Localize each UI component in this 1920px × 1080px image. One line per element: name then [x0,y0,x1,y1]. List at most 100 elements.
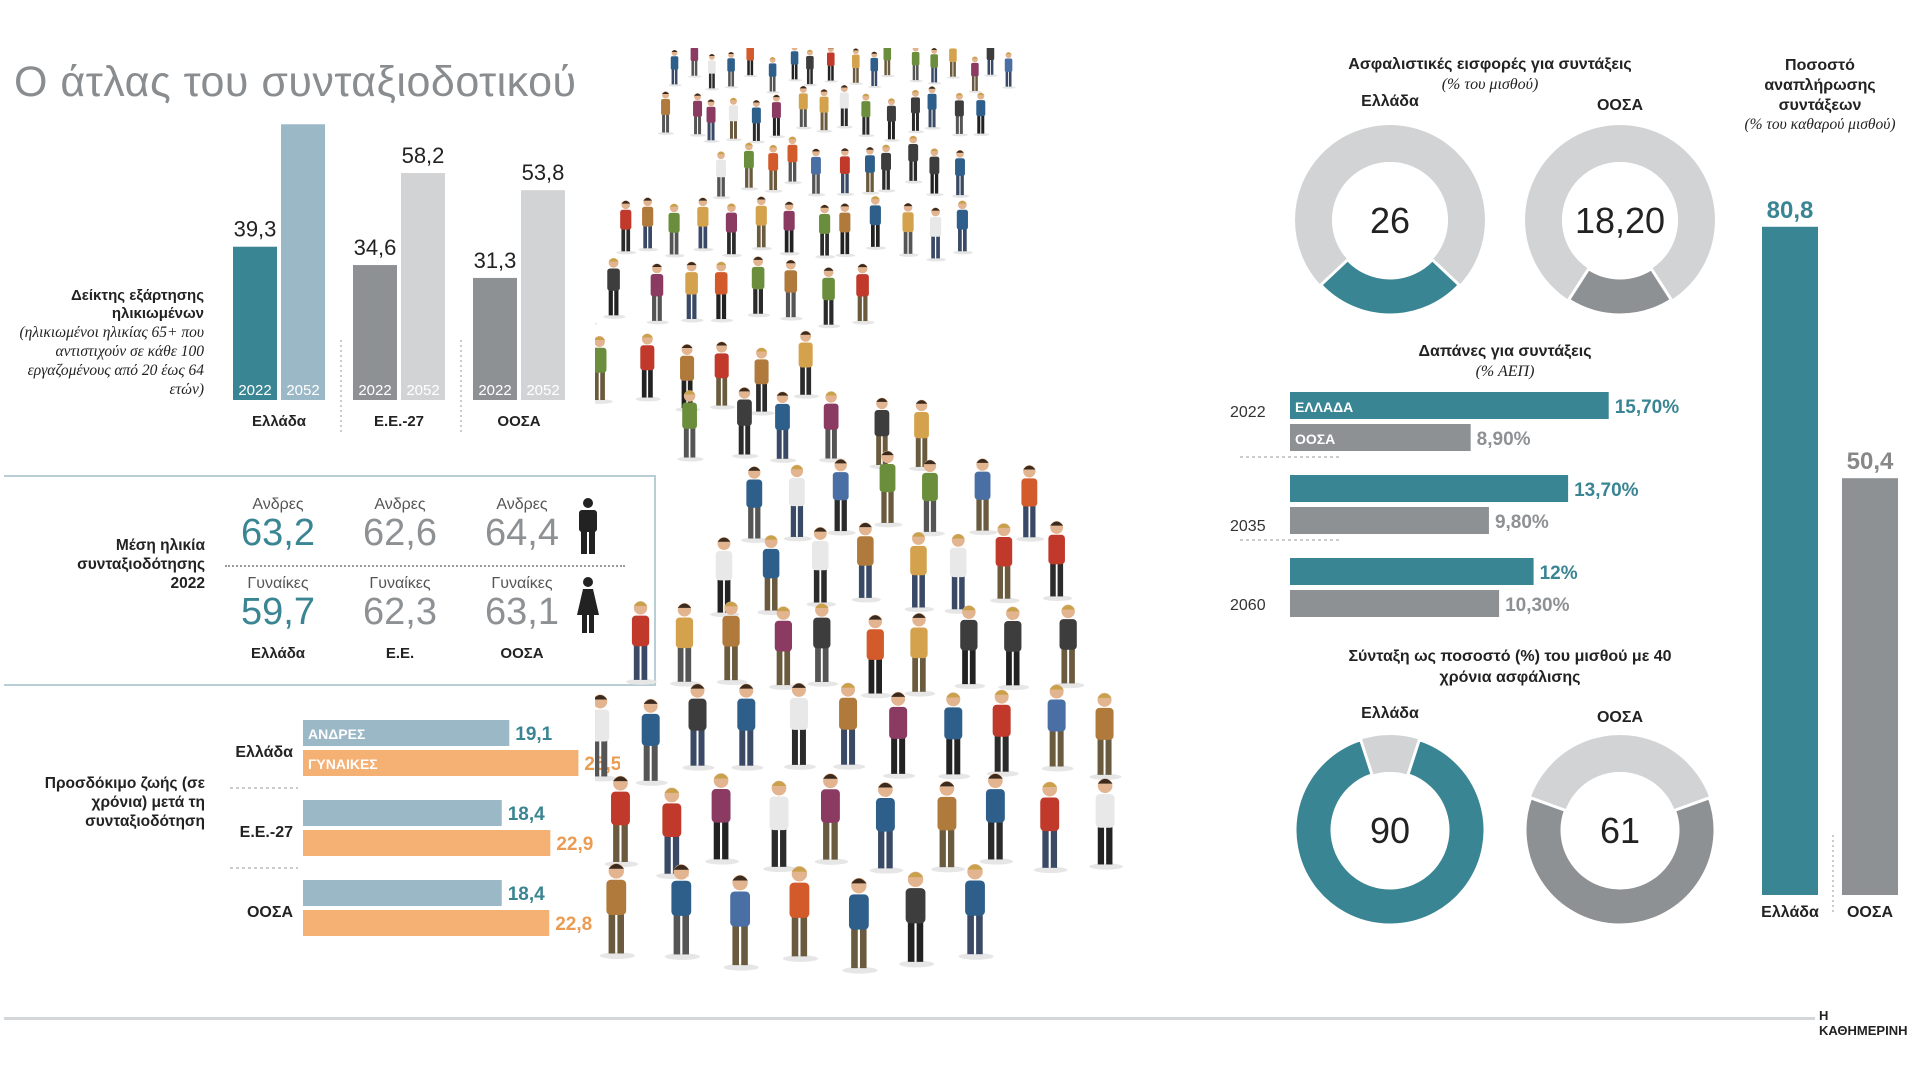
person-leg [657,294,662,321]
person-leg [822,645,829,682]
person-leg [975,75,978,91]
person-shadow [953,250,973,255]
person-leg [930,172,934,194]
person-shadow [724,85,739,89]
person-leg [959,114,963,134]
person-torso [725,212,738,233]
person-leg [915,435,921,467]
person-leg [595,370,599,401]
person-leg [987,58,991,75]
person-hair [716,261,727,266]
crowd-person [909,48,923,83]
pension-donut-hole [1562,772,1678,888]
person-shadow [710,318,734,323]
pension-pct-donuts: Ελλάδα 90 ΟΟΣΑ 61 [1293,705,1717,927]
person-torso [839,156,850,174]
person-shadow [658,131,675,135]
person-shadow [899,960,935,968]
person-torso [728,105,738,122]
person-torso [690,48,699,61]
life-expectancy-bar [303,750,579,776]
person-leg [769,169,773,191]
person-leg [613,822,620,862]
person-torso [820,789,840,823]
person-shadow [725,138,742,142]
life-expectancy-series-label: ΓΥΝΑΙΚΕΣ [308,756,378,772]
person-shadow [705,858,739,865]
person-shadow [867,85,882,89]
person-torso [848,894,869,930]
person-torso [949,547,967,578]
person-hair [852,48,859,51]
person-shadow [603,314,626,319]
page-title: Ο άτλας του συνταξιοδοτικού [14,58,577,106]
person-hair [756,196,766,200]
person-leg [672,833,680,874]
person-leg [600,370,605,401]
person-leg [820,111,824,131]
crowd-person [998,606,1030,691]
person-hair [681,344,693,348]
spending-chart: 15,70% ΕΛΛΑΔΑ 8,90% ΟΟΣΑ 2022 13,70% 9,80% 2035… [1230,392,1679,617]
person-torso [812,540,829,571]
spending-value-label: 8,90% [1477,429,1531,450]
person-shadow [927,81,942,85]
crowd-person [899,871,935,968]
person-torso [730,891,751,927]
contributions-donut-hole [1562,162,1678,278]
spending-bar [1290,424,1471,451]
men-retirement-age-value: 62,6 [363,512,437,554]
person-shadow [1016,536,1045,542]
person-torso [716,159,726,178]
person-hair [643,699,658,704]
crowd-person [795,85,812,130]
person-torso [910,545,927,576]
person-hair [858,522,872,528]
person-leg [652,294,657,321]
replacement-value-label: 50,4 [1847,448,1894,475]
person-leg [862,115,866,135]
footer-rule [4,1017,1916,1020]
crowd-person [693,197,714,252]
person-hair [1049,684,1064,690]
dependency-year-label: 2052 [526,382,559,399]
crowd-person [973,92,990,137]
crowd-person [668,49,682,87]
person-hair [698,197,708,201]
dependency-bar [521,190,565,400]
crowd-person [712,151,731,200]
dependency-value-label: 58,2 [402,143,445,168]
person-torso [1048,534,1065,565]
person-leg [745,423,751,455]
person-leg [1057,561,1064,597]
person-shadow [595,399,613,404]
person-leg [771,826,778,867]
person-leg [884,59,887,76]
person-hair [643,197,652,201]
person-torso [671,880,692,916]
person-leg [772,575,778,611]
person-torso [789,478,805,507]
person-hair [823,267,834,271]
person-torso [787,144,798,163]
crowd-person [927,48,942,85]
person-torso [976,100,986,117]
contributions-region-label: Ελλάδα [1361,93,1419,110]
dependency-bar [353,265,397,400]
person-hair [752,100,760,103]
person-leg [871,223,875,247]
crowd-person [723,874,759,971]
person-leg [641,367,647,398]
person-leg [721,175,725,197]
person-torso [875,798,895,832]
person-leg [820,231,824,256]
crowd-person [768,94,785,139]
person-shadow [703,139,720,143]
person-leg [1030,503,1036,538]
person-torso [937,796,957,831]
crowd-person [842,877,878,974]
crowd-person [690,93,707,137]
life-expectancy-value-label: 22,8 [555,914,592,935]
person-hair [664,788,680,793]
person-leg [947,827,955,868]
